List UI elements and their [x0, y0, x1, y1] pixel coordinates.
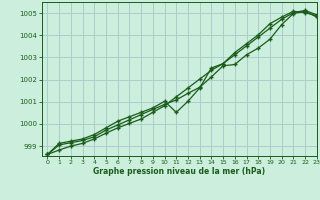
- X-axis label: Graphe pression niveau de la mer (hPa): Graphe pression niveau de la mer (hPa): [93, 167, 265, 176]
